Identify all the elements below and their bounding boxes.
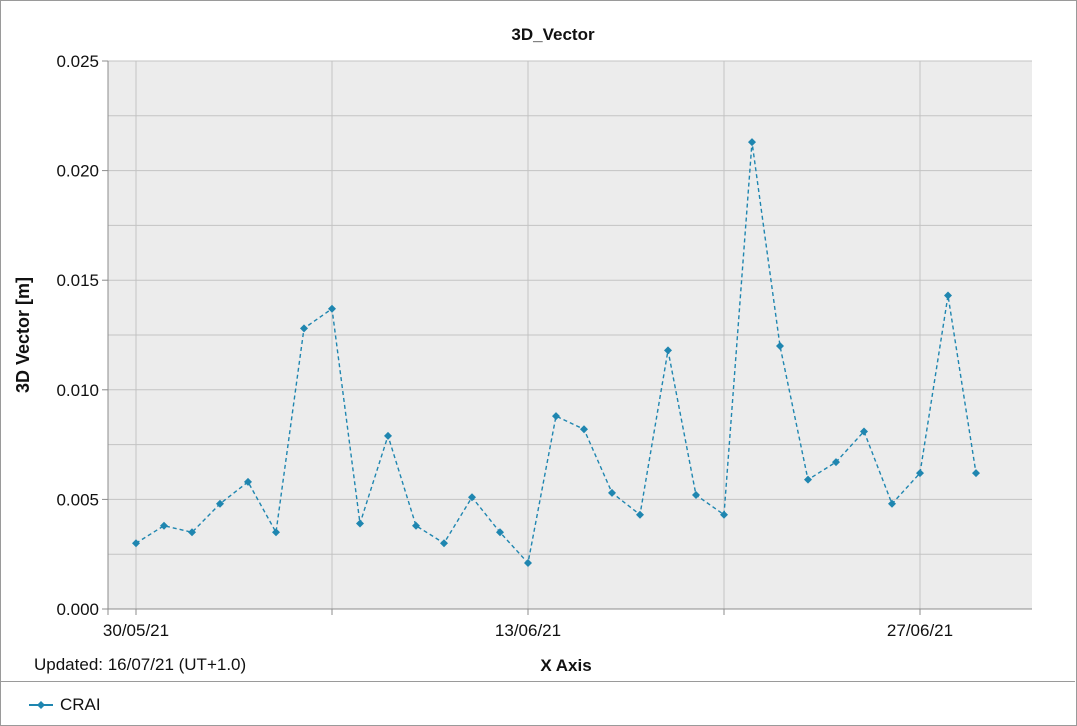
data-point: [944, 291, 952, 300]
data-point: [804, 475, 812, 484]
data-point: [776, 341, 784, 350]
data-point: [664, 346, 672, 355]
grid: [108, 60, 1032, 610]
x-tick-label: 13/06/21: [495, 621, 561, 640]
data-point: [244, 477, 252, 486]
data-point: [636, 510, 644, 519]
data-point: [524, 558, 532, 567]
data-point: [132, 539, 140, 548]
data-point: [216, 499, 224, 508]
legend-marker-icon: [29, 701, 53, 709]
data-point: [860, 427, 868, 436]
data-point: [272, 528, 280, 537]
data-point: [608, 488, 616, 497]
data-point: [888, 499, 896, 508]
y-tick-label: 0.015: [56, 271, 99, 290]
chart: 0.000 0.005 0.010 0.015 0.020 0.025 30/05/21 13…: [13, 25, 1032, 675]
data-point: [916, 469, 924, 478]
legend-label: CRAI: [60, 695, 101, 714]
data-point: [580, 425, 588, 434]
y-tick-label: 0.020: [56, 162, 99, 181]
data-point: [972, 469, 980, 478]
data-point: [468, 493, 476, 502]
data-point: [552, 412, 560, 421]
updated-note: Updated: 16/07/21 (UT+1.0): [34, 655, 246, 674]
x-tick-label: 27/06/21: [887, 621, 953, 640]
data-point: [412, 521, 420, 530]
legend-item-crai[interactable]: CRAI: [28, 695, 101, 715]
data-point: [328, 304, 336, 313]
data-point: [440, 539, 448, 548]
y-tick-label: 0.000: [56, 600, 99, 619]
y-tick-label: 0.010: [56, 381, 99, 400]
chart-title: 3D_Vector: [511, 25, 595, 44]
data-point: [496, 528, 504, 537]
data-point: [692, 491, 700, 500]
data-point: [356, 519, 364, 528]
data-point: [160, 521, 168, 530]
y-tick-label: 0.025: [56, 52, 99, 71]
data-point: [720, 510, 728, 519]
data-point: [300, 324, 308, 333]
y-axis-label: 3D Vector [m]: [13, 277, 33, 393]
y-tick-label: 0.005: [56, 490, 99, 509]
data-point: [384, 431, 392, 440]
series-crai: [132, 138, 980, 567]
data-point: [188, 528, 196, 537]
axes: 0.000 0.005 0.010 0.015 0.020 0.025 30/05/21 13…: [56, 52, 1032, 640]
x-axis-label: X Axis: [540, 656, 591, 675]
data-point: [748, 138, 756, 147]
data-point: [832, 458, 840, 467]
legend: CRAI: [0, 681, 1075, 725]
x-tick-label: 30/05/21: [103, 621, 169, 640]
